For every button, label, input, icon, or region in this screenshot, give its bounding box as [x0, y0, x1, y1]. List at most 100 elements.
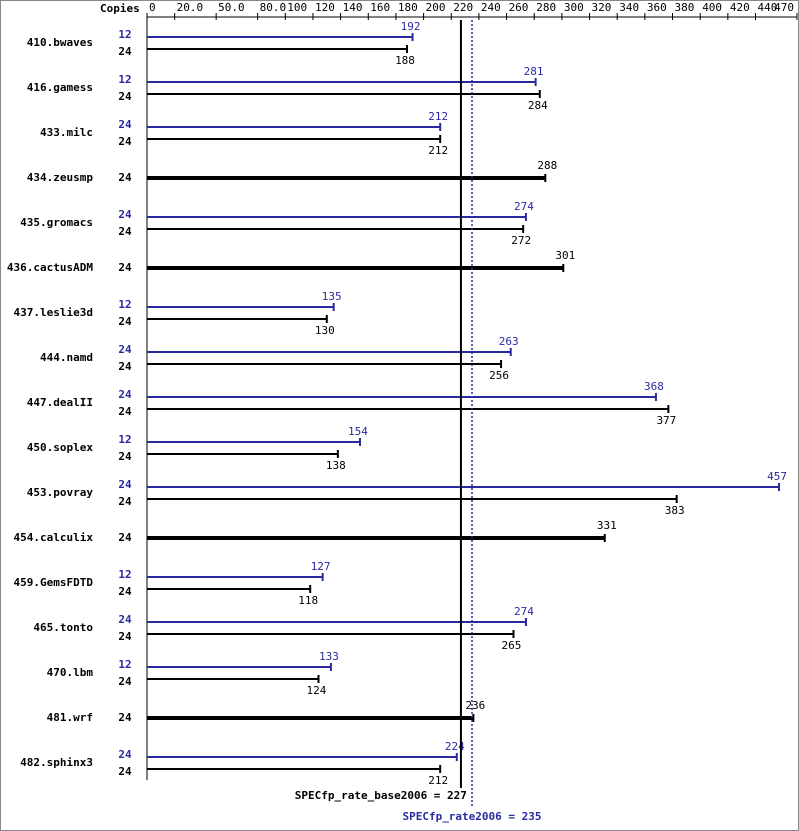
- x-tick-label: 160: [370, 1, 390, 14]
- peak-copies: 24: [118, 748, 132, 761]
- x-tick-label: 300: [564, 1, 584, 14]
- base-value-label: 284: [528, 99, 548, 112]
- base-value-label: 301: [555, 249, 575, 262]
- benchmark-name: 435.gromacs: [20, 216, 93, 229]
- base-value-label: 138: [326, 459, 346, 472]
- peak-copies: 12: [118, 658, 131, 671]
- x-tick-label: 470: [774, 1, 794, 14]
- base-value-label: 256: [489, 369, 509, 382]
- base-copies: 24: [118, 360, 132, 373]
- base-copies: 24: [118, 261, 132, 274]
- base-value-label: 383: [665, 504, 685, 517]
- peak-value-label: 368: [644, 380, 664, 393]
- peak-value-label: 457: [767, 470, 787, 483]
- peak-value-label: 212: [428, 110, 448, 123]
- peak-copies: 24: [118, 118, 132, 131]
- base-copies: 24: [118, 711, 132, 724]
- base-value-label: 124: [307, 684, 327, 697]
- base-value-label: 130: [315, 324, 335, 337]
- base-copies: 24: [118, 135, 132, 148]
- base-copies: 24: [118, 495, 132, 508]
- peak-copies: 24: [118, 208, 132, 221]
- peak-value-label: 274: [514, 200, 534, 213]
- benchmark-name: 436.cactusADM: [7, 261, 93, 274]
- peak-value-label: 281: [524, 65, 544, 78]
- base-copies: 24: [118, 315, 132, 328]
- base-value-label: 118: [298, 594, 318, 607]
- base-copies: 24: [118, 450, 132, 463]
- base-copies: 24: [118, 585, 132, 598]
- peak-value-label: 127: [311, 560, 331, 573]
- benchmark-name: 437.leslie3d: [14, 306, 93, 319]
- x-tick-label: 140: [343, 1, 363, 14]
- peak-value-label: 133: [319, 650, 339, 663]
- benchmark-name: 444.namd: [40, 351, 93, 364]
- peak-copies: 12: [118, 568, 131, 581]
- base-value-label: 236: [465, 699, 485, 712]
- peak-value-label: 224: [445, 740, 465, 753]
- x-tick-label: 220: [453, 1, 473, 14]
- base-copies: 24: [118, 630, 132, 643]
- x-tick-label: 120: [315, 1, 335, 14]
- x-tick-label: 20.0: [177, 1, 204, 14]
- benchmark-name: 434.zeusmp: [27, 171, 94, 184]
- base-value-label: 377: [656, 414, 676, 427]
- base-copies: 24: [118, 225, 132, 238]
- benchmark-name: 433.milc: [40, 126, 93, 139]
- peak-copies: 12: [118, 298, 131, 311]
- peak-copies: 24: [118, 613, 132, 626]
- benchmark-name: 482.sphinx3: [20, 756, 93, 769]
- base-copies: 24: [118, 531, 132, 544]
- base-copies: 24: [118, 765, 132, 778]
- benchmark-name: 416.gamess: [27, 81, 93, 94]
- x-tick-label: 360: [647, 1, 667, 14]
- x-tick-label: 380: [675, 1, 695, 14]
- base-value-label: 265: [502, 639, 522, 652]
- x-tick-label: 320: [592, 1, 612, 14]
- base-value-label: 212: [428, 774, 448, 787]
- benchmark-name: 450.soplex: [27, 441, 94, 454]
- benchmark-name: 459.GemsFDTD: [14, 576, 94, 589]
- x-tick-label: 100: [287, 1, 307, 14]
- x-tick-label: 420: [730, 1, 750, 14]
- x-tick-label: 440: [758, 1, 778, 14]
- base-value-label: 331: [597, 519, 617, 532]
- benchmark-name: 410.bwaves: [27, 36, 93, 49]
- x-tick-label: 340: [619, 1, 639, 14]
- peak-value-label: 274: [514, 605, 534, 618]
- base-value-label: 288: [537, 159, 557, 172]
- base-value-label: 188: [395, 54, 415, 67]
- benchmark-name: 470.lbm: [47, 666, 94, 679]
- x-tick-label: 50.0: [218, 1, 245, 14]
- peak-value-label: 192: [401, 20, 421, 33]
- benchmark-name: 465.tonto: [33, 621, 93, 634]
- peak-copies: 12: [118, 433, 131, 446]
- peak-copies: 12: [118, 28, 131, 41]
- peak-copies: 24: [118, 478, 132, 491]
- base-copies: 24: [118, 90, 132, 103]
- base-copies: 24: [118, 405, 132, 418]
- reference-label: SPECfp_rate2006 = 235: [402, 810, 541, 823]
- benchmark-name: 454.calculix: [14, 531, 94, 544]
- base-value-label: 212: [428, 144, 448, 157]
- reference-label: SPECfp_rate_base2006 = 227: [295, 789, 467, 802]
- peak-copies: 12: [118, 73, 131, 86]
- x-tick-label: 80.0: [260, 1, 287, 14]
- x-tick-label: 200: [426, 1, 446, 14]
- base-copies: 24: [118, 675, 132, 688]
- peak-copies: 24: [118, 343, 132, 356]
- base-value-label: 272: [511, 234, 531, 247]
- x-tick-label: 280: [536, 1, 556, 14]
- peak-value-label: 154: [348, 425, 368, 438]
- base-copies: 24: [118, 45, 132, 58]
- x-tick-label: 260: [509, 1, 529, 14]
- benchmark-name: 447.dealII: [27, 396, 93, 409]
- benchmark-name: 481.wrf: [47, 711, 93, 724]
- x-tick-label: 400: [702, 1, 722, 14]
- x-tick-label: 240: [481, 1, 501, 14]
- x-tick-label: 0: [149, 1, 156, 14]
- copies-header: Copies: [100, 2, 140, 15]
- peak-copies: 24: [118, 388, 132, 401]
- benchmark-name: 453.povray: [27, 486, 94, 499]
